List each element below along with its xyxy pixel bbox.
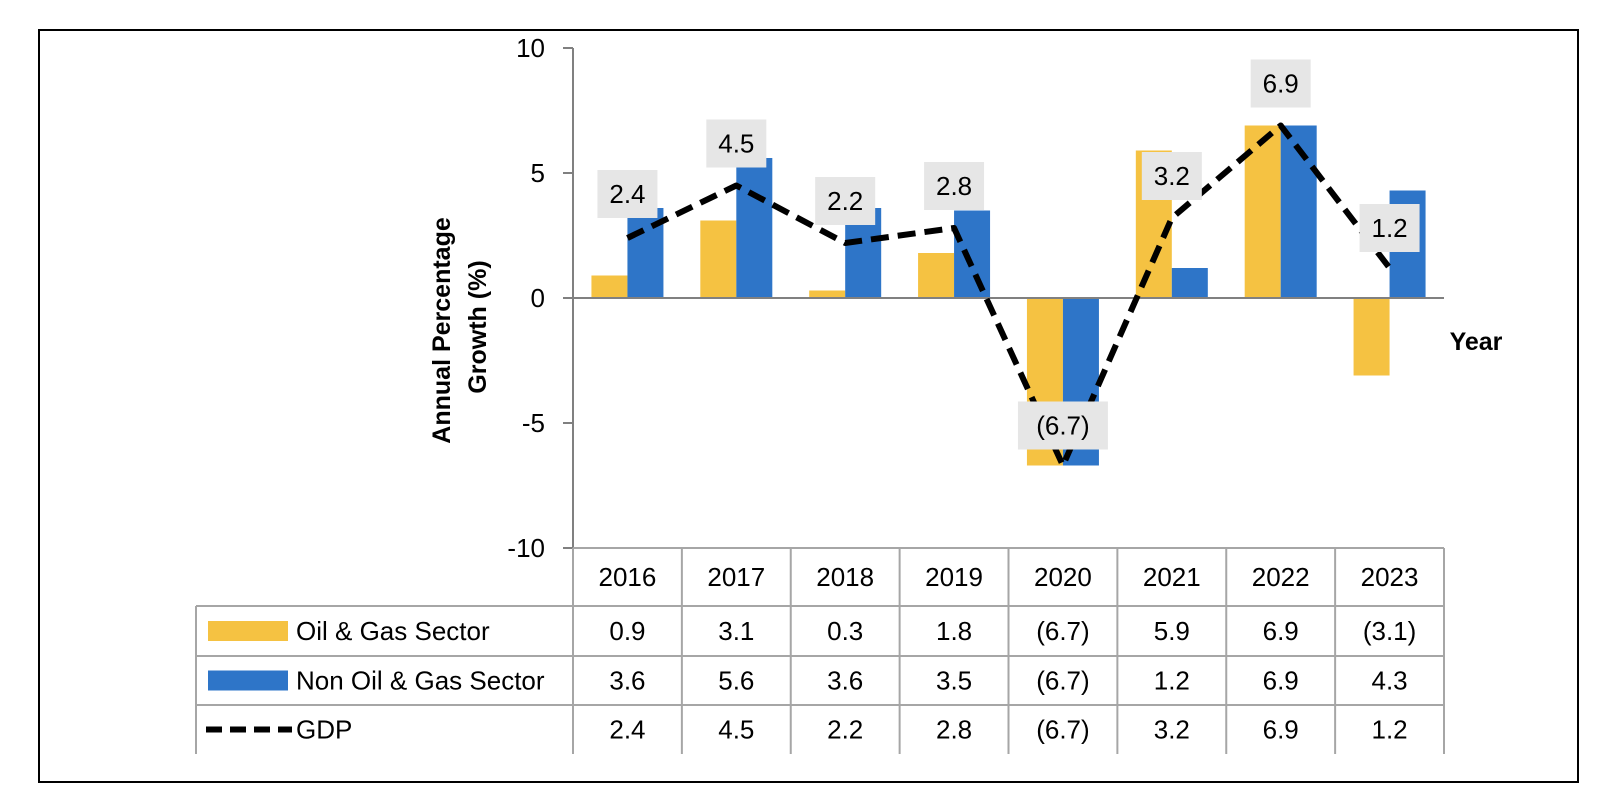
data-label-box xyxy=(1141,152,1202,200)
data-label-box xyxy=(815,177,876,225)
gdp-data-label-2023: 1.2 xyxy=(1359,204,1420,252)
bar-oil-gas-2023 xyxy=(1353,298,1390,376)
table-cell: 3.6 xyxy=(609,666,645,696)
bar-oil-gas-2019 xyxy=(918,253,955,298)
y-tick-label: -5 xyxy=(522,408,545,438)
legend-swatch xyxy=(208,670,288,691)
data-label-box xyxy=(1017,401,1108,450)
y-axis-title: Annual Percentage Growth (%) xyxy=(428,210,492,443)
x-tick-label: 2020 xyxy=(1034,562,1092,592)
legend-key-non-oil-gas: Non Oil & Gas Sector xyxy=(208,666,545,696)
table-cell: 0.3 xyxy=(827,616,863,646)
legend-label: Non Oil & Gas Sector xyxy=(296,666,545,696)
x-tick-label: 2021 xyxy=(1143,562,1201,592)
data-label-box xyxy=(1250,59,1311,108)
table-cell: 2.8 xyxy=(936,715,972,745)
chart-frame xyxy=(38,29,1579,783)
table-cell: 2.4 xyxy=(609,715,645,745)
table-cell: 1.8 xyxy=(936,616,972,646)
gdp-data-label-2020: (6.7) xyxy=(1017,401,1108,450)
data-label-box xyxy=(706,119,767,168)
legend-key-gdp: GDP xyxy=(206,715,352,745)
data-label-text: 2.8 xyxy=(936,171,972,201)
data-label-text: 2.2 xyxy=(827,186,863,216)
table-cell: 3.6 xyxy=(827,666,863,696)
bar-non-oil-gas-2017 xyxy=(736,158,773,298)
data-table: 2016 2017 2018 2019 2020 2021 2022 2023 Oil & Ga… xyxy=(195,547,1445,754)
table-cell: 3.5 xyxy=(936,666,972,696)
table-cell: (6.7) xyxy=(1036,715,1089,745)
data-label-text: 2.4 xyxy=(609,179,645,209)
x-tick-label: 2017 xyxy=(707,562,765,592)
data-label-text: (6.7) xyxy=(1036,411,1089,441)
y-tick-label: 5 xyxy=(531,158,545,188)
data-label-box xyxy=(1359,204,1420,252)
gdp-data-label-2022: 6.9 xyxy=(1250,59,1311,108)
table-cell: 6.9 xyxy=(1263,616,1299,646)
data-label-text: 6.9 xyxy=(1263,69,1299,99)
legend-swatch xyxy=(208,621,288,641)
x-tick-label: 2018 xyxy=(816,562,874,592)
data-label-text: 4.5 xyxy=(718,129,754,159)
table-cell: 3.2 xyxy=(1154,715,1190,745)
gdp-data-label-2016: 2.4 xyxy=(597,170,658,218)
axes-layer: 10 5 0 -5 -10 xyxy=(507,33,1444,563)
table-cell: 4.5 xyxy=(718,715,754,745)
table-cell: 6.9 xyxy=(1263,666,1299,696)
gdp-data-label-2017: 4.5 xyxy=(706,119,767,168)
bars-layer xyxy=(591,125,1426,466)
gdp-line-layer xyxy=(626,122,1392,469)
table-cell: 1.2 xyxy=(1371,715,1407,745)
legend-label: GDP xyxy=(296,715,352,745)
table-cell: 5.9 xyxy=(1154,616,1190,646)
y-tick-label: -10 xyxy=(507,533,545,563)
bar-non-oil-gas-2021 xyxy=(1171,268,1208,298)
x-axis-title: Year xyxy=(1450,328,1503,356)
gdp-line xyxy=(626,122,1392,469)
y-axis-title-line-1: Annual Percentage xyxy=(428,217,456,444)
y-tick-label: 10 xyxy=(516,33,545,63)
data-label-box xyxy=(597,170,658,218)
gdp-data-label-2019: 2.8 xyxy=(924,162,985,210)
table-cell: 2.2 xyxy=(827,715,863,745)
data-labels-layer: 2.4 4.5 2.2 2.8 (6.7) 3.2 6.9 1.2 xyxy=(597,59,1420,450)
y-tick-label: 0 xyxy=(531,283,545,313)
table-cell: (3.1) xyxy=(1363,616,1416,646)
legend-key-oil-gas: Oil & Gas Sector xyxy=(208,616,490,646)
bar-oil-gas-2018 xyxy=(809,290,846,298)
table-cell: 6.9 xyxy=(1263,715,1299,745)
data-label-box xyxy=(924,162,985,210)
bar-non-oil-gas-2019 xyxy=(954,210,991,298)
bar-oil-gas-2016 xyxy=(591,275,628,298)
table-cell: (6.7) xyxy=(1036,616,1089,646)
bar-non-oil-gas-2022 xyxy=(1280,125,1317,298)
x-tick-label: 2022 xyxy=(1252,562,1310,592)
bar-oil-gas-2017 xyxy=(700,220,737,298)
gdp-data-label-2021: 3.2 xyxy=(1141,152,1202,200)
data-label-text: 3.2 xyxy=(1154,161,1190,191)
table-cell: (6.7) xyxy=(1036,666,1089,696)
gdp-data-label-2018: 2.2 xyxy=(815,177,876,225)
table-cell: 1.2 xyxy=(1154,666,1190,696)
table-cell: 5.6 xyxy=(718,666,754,696)
x-tick-label: 2023 xyxy=(1361,562,1419,592)
x-tick-label: 2019 xyxy=(925,562,983,592)
data-label-text: 1.2 xyxy=(1371,213,1407,243)
table-cell: 0.9 xyxy=(609,616,645,646)
y-axis-title-line-2: Growth (%) xyxy=(464,260,492,393)
table-cell: 3.1 xyxy=(718,616,754,646)
x-tick-label: 2016 xyxy=(599,562,657,592)
table-cell: 4.3 xyxy=(1371,666,1407,696)
legend-label: Oil & Gas Sector xyxy=(296,616,490,646)
